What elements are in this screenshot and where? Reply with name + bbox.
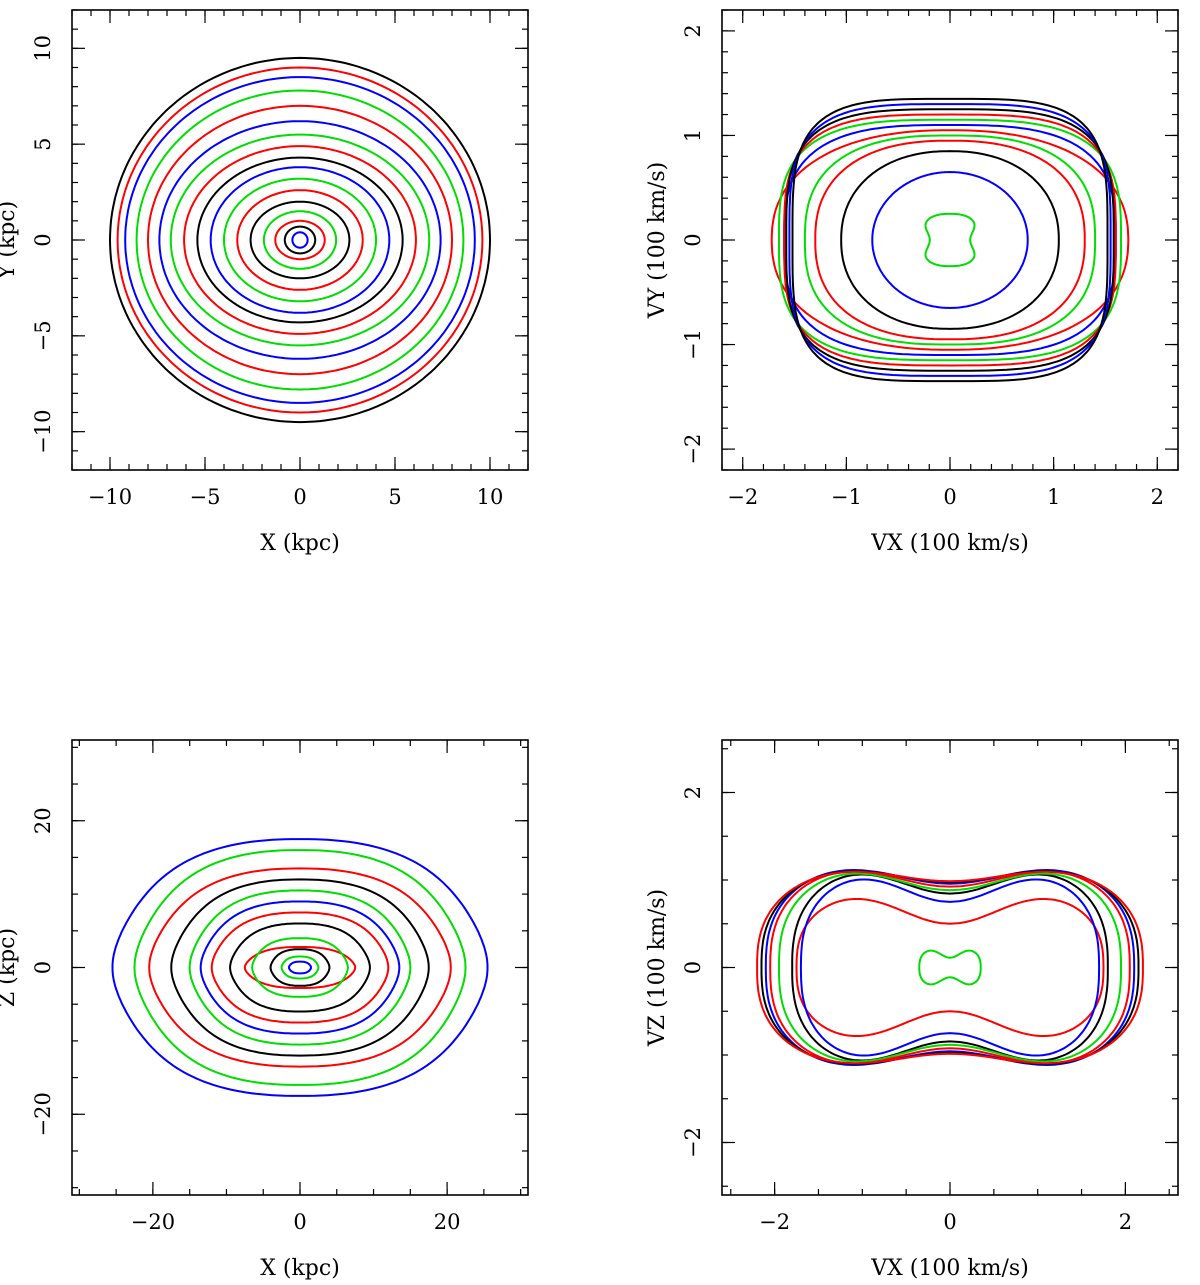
series-curve-1: [795, 898, 1105, 1037]
series-curve-16: [108, 56, 492, 424]
y-tick-label: 0: [31, 961, 55, 974]
plot-frame: [721, 739, 1179, 1196]
x-axis-label: VX (100 km/s): [870, 531, 1029, 556]
series-curve-6: [764, 868, 1136, 1067]
panel-vx-vz-velocity: −2 0 2 −2 0 2 VX (100 km/s) VZ (100 km/s): [645, 739, 1179, 1281]
series-curve-9: [785, 108, 1115, 372]
panel-vx-vy-velocity: −2 −1 0 1 2 −2 −1 0 1 2 VX (100 km/s) VY (100 km/s): [645, 9, 1179, 556]
series-curve-2: [840, 150, 1060, 330]
x-tick-label: 0: [293, 485, 306, 509]
x-tick-label: 2: [1119, 1210, 1132, 1234]
x-tick-label: 2: [1151, 485, 1164, 509]
y-tick-label: −10: [31, 410, 55, 454]
series-curve-3: [243, 946, 357, 989]
y-tick-label: 0: [681, 961, 705, 974]
series-curve-11: [158, 120, 442, 360]
series-curve-4: [249, 200, 351, 280]
series-curve-10: [788, 103, 1112, 377]
series-curve-5: [229, 922, 371, 1013]
y-tick-label: −2: [681, 1127, 705, 1158]
series-curve-9: [183, 145, 417, 335]
series-curve-6: [223, 177, 377, 303]
series-curve-4: [803, 134, 1097, 346]
series-curve-3: [791, 873, 1109, 1062]
x-tick-label: 20: [434, 1210, 461, 1234]
x-tick-label: 0: [943, 485, 956, 509]
series-curve-2: [274, 219, 326, 261]
x-tick-label: 5: [388, 485, 401, 509]
y-tick-label: −1: [681, 329, 705, 360]
series-curve-1: [283, 225, 317, 255]
x-tick-label: −2: [759, 1210, 790, 1234]
series-curve-9: [170, 878, 430, 1057]
series-curve-6: [783, 124, 1117, 356]
series-curve-2: [799, 878, 1101, 1057]
series-curve-0: [288, 960, 312, 975]
plot-frame: [71, 739, 529, 1196]
series-curve-5: [769, 870, 1131, 1065]
y-tick-label: 5: [31, 137, 55, 150]
y-tick-label: 10: [31, 35, 55, 62]
x-tick-label: 0: [293, 1210, 306, 1234]
y-tick-label: −2: [681, 434, 705, 465]
series-curve-8: [783, 113, 1117, 367]
y-axis-label: VZ (100 km/s): [645, 889, 670, 1047]
y-axis-label: VY (100 km/s): [645, 162, 670, 319]
x-tick-label: −20: [131, 1210, 175, 1234]
series-curve-4: [778, 872, 1122, 1063]
series-curve-5: [236, 189, 364, 291]
series-curve-13: [135, 89, 465, 391]
x-axis-label: VX (100 km/s): [870, 1256, 1029, 1281]
series-curve-12: [146, 104, 454, 376]
series-curve-1: [871, 170, 1029, 310]
series-curve-0: [918, 949, 982, 986]
series-curve-14: [124, 76, 476, 404]
series-curve-8: [756, 870, 1144, 1065]
x-tick-label: −1: [831, 485, 862, 509]
series-curve-7: [760, 870, 1140, 1065]
y-tick-label: 20: [31, 807, 55, 834]
y-tick-label: 2: [681, 786, 705, 799]
series-curve-10: [169, 133, 431, 347]
y-axis-label: Z (kpc): [0, 928, 20, 1007]
plot-frame: [71, 9, 529, 471]
y-tick-label: 0: [31, 233, 55, 246]
panel-xz-position: −20 0 20 −20 0 20 X (kpc) Z (kpc): [0, 739, 529, 1281]
panel-xy-position: −10 −5 0 5 10 −10 −5 0 5 10 X (kpc) Y (kpc): [0, 9, 529, 556]
series-curve-3: [814, 139, 1086, 341]
series-curve-7: [209, 166, 391, 314]
series-curve-2: [269, 948, 331, 987]
y-tick-label: 1: [681, 129, 705, 142]
series-curve-11: [133, 849, 467, 1086]
x-axis-label: X (kpc): [260, 1256, 340, 1281]
series-curve-15: [116, 66, 484, 414]
y-tick-label: 0: [681, 233, 705, 246]
y-tick-label: −20: [31, 1092, 55, 1136]
series-curve-8: [188, 889, 412, 1046]
y-axis-label: Y (kpc): [0, 201, 20, 280]
series-curve-10: [148, 867, 452, 1068]
series-curve-8: [196, 156, 404, 324]
series-curve-3: [262, 210, 338, 270]
series-curve-0: [291, 231, 309, 249]
x-axis-label: X (kpc): [260, 531, 340, 556]
series-curve-7: [199, 900, 401, 1035]
x-tick-label: 1: [1047, 485, 1060, 509]
y-tick-label: 2: [681, 24, 705, 37]
series-curve-4: [251, 937, 349, 998]
series-curve-1: [280, 955, 320, 980]
x-tick-label: −5: [190, 485, 221, 509]
x-tick-label: 10: [477, 485, 504, 509]
x-tick-label: −10: [88, 485, 132, 509]
series-curve-7: [778, 118, 1122, 362]
series-curve-12: [111, 838, 489, 1097]
x-tick-label: 0: [943, 1210, 956, 1234]
series-curve-0: [924, 212, 976, 268]
x-tick-label: −2: [727, 485, 758, 509]
series-curve-5: [770, 129, 1130, 351]
series-curve-6: [210, 911, 390, 1024]
y-tick-label: −5: [31, 320, 55, 351]
series-curve-11: [791, 97, 1109, 383]
